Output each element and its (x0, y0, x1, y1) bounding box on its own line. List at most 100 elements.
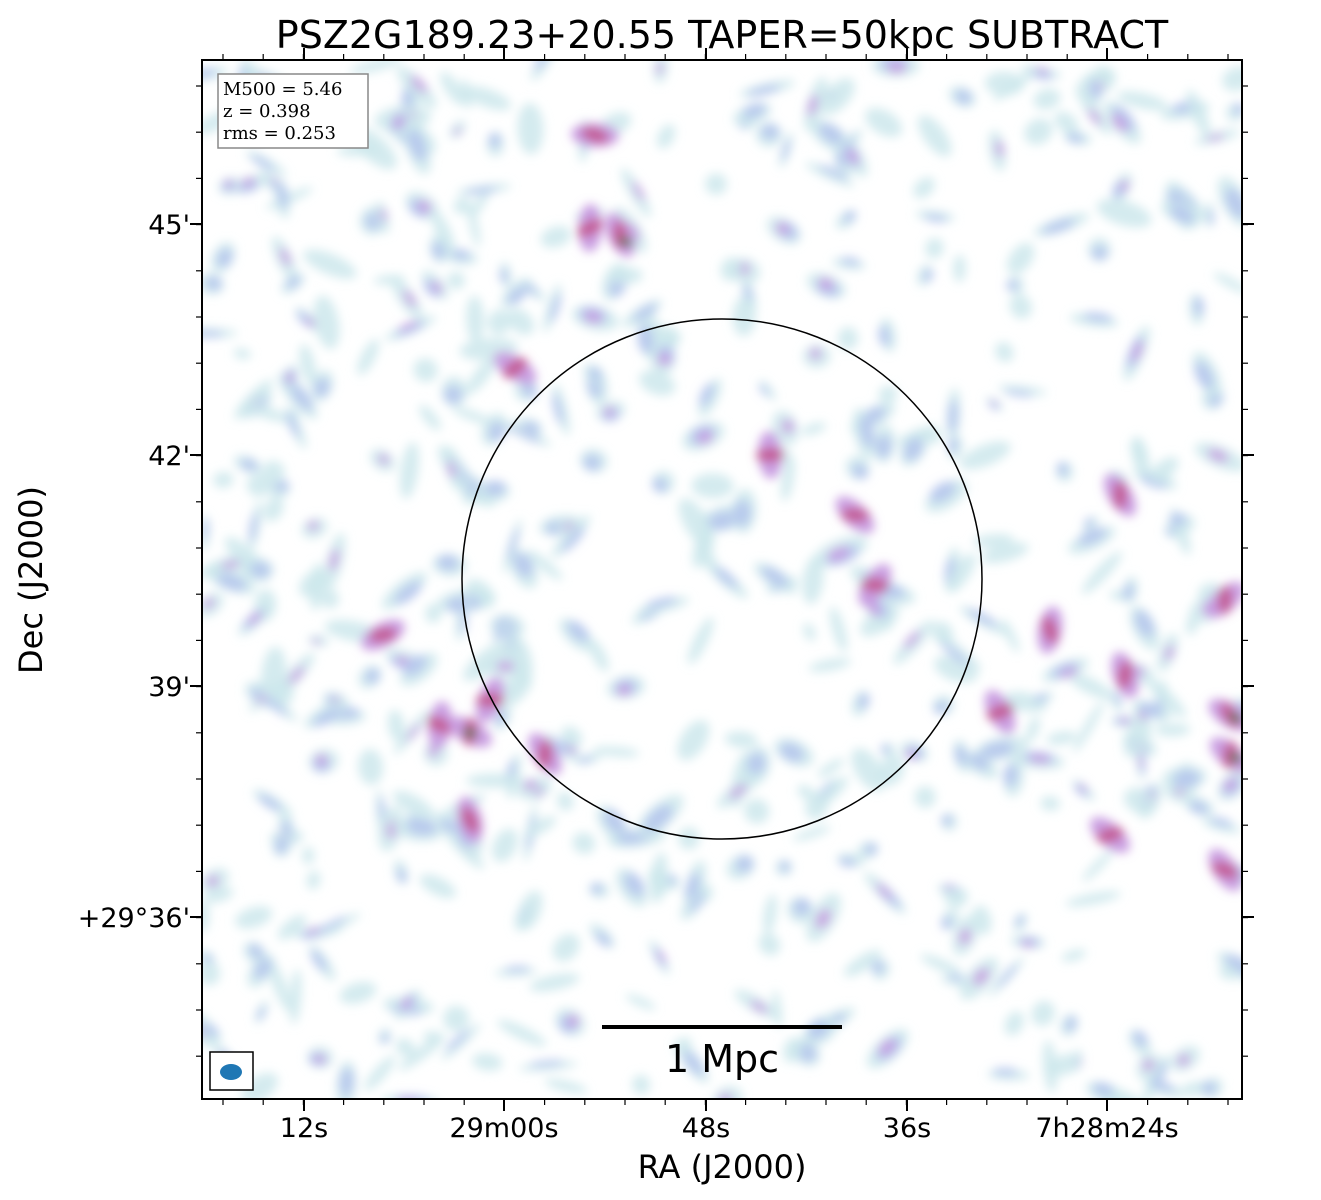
emission-blob (903, 630, 921, 649)
emission-blob (313, 295, 340, 350)
emission-blob (1145, 676, 1187, 718)
emission-blob (250, 155, 275, 171)
emission-blob (441, 1023, 481, 1060)
emission-blob (561, 726, 583, 748)
emission-blob (1211, 861, 1239, 879)
emission-blob (1006, 279, 1018, 291)
emission-blob (990, 400, 998, 406)
emission-blob (285, 371, 294, 384)
emission-blob (1117, 91, 1168, 111)
emission-blob (1081, 551, 1122, 595)
emission-blob (400, 997, 413, 1010)
emission-blob (818, 123, 845, 145)
emission-blob (285, 275, 301, 289)
emission-blob (923, 268, 934, 283)
emission-blob (947, 438, 958, 453)
emission-blob (712, 565, 738, 588)
info-m500: M500 = 5.46 (223, 79, 342, 100)
emission-blob (540, 226, 572, 248)
emission-blob (426, 716, 454, 734)
emission-blob (1046, 731, 1077, 745)
emission-blob (632, 1074, 651, 1095)
emission-blob (1033, 88, 1061, 110)
emission-blob (202, 68, 217, 78)
emission-blob (1130, 437, 1147, 464)
emission-blob (1169, 512, 1187, 527)
emission-blob (408, 129, 427, 162)
emission-blob (419, 874, 456, 899)
emission-blob (779, 860, 790, 873)
emission-blob (993, 68, 1040, 102)
emission-blob (839, 857, 856, 868)
emission-blob (805, 162, 855, 187)
emission-blob (504, 965, 530, 972)
emission-blob (423, 279, 440, 298)
emission-blob (756, 447, 784, 463)
emission-blob (878, 1039, 896, 1056)
emission-blob (1042, 218, 1076, 234)
emission-blob (417, 200, 432, 213)
emission-blob (871, 960, 884, 974)
emission-blob (567, 620, 590, 642)
emission-blob (995, 140, 1004, 158)
emission-blob (454, 127, 462, 136)
emission-blob (248, 944, 264, 959)
y-tick-label-36: +29°36' (78, 903, 190, 934)
emission-blob (349, 60, 402, 74)
emission-blob (940, 916, 953, 930)
emission-blob (459, 79, 473, 109)
emission-blob (687, 617, 714, 665)
emission-blob (431, 211, 456, 254)
emission-blob (240, 177, 256, 187)
emission-blob (934, 631, 982, 671)
emission-blob (1117, 661, 1133, 689)
emission-blob (818, 776, 849, 807)
emission-blob (953, 254, 966, 283)
emission-blob (1028, 754, 1051, 764)
emission-blob (583, 310, 603, 324)
emission-blob (1208, 209, 1215, 226)
emission-blob (763, 894, 777, 935)
emission-blob (339, 981, 377, 1004)
emission-blob (1142, 1059, 1155, 1071)
emission-blob (522, 382, 538, 398)
emission-blob (517, 103, 544, 155)
emission-blob (1082, 850, 1113, 882)
emission-blob (1123, 583, 1134, 601)
emission-blob (1229, 753, 1242, 763)
emission-blob (905, 749, 918, 760)
emission-blob (250, 561, 271, 579)
emission-blob (861, 577, 889, 593)
emission-blob (441, 818, 456, 833)
emission-blob (1123, 787, 1156, 814)
emission-blob (205, 275, 222, 291)
emission-blob (506, 684, 520, 699)
emission-blob (988, 402, 1000, 411)
emission-blob (315, 754, 328, 766)
emission-blob (616, 684, 632, 696)
emission-blob (793, 898, 811, 916)
emission-blob (779, 742, 804, 762)
y-tick-label-39: 39' (148, 672, 190, 703)
emission-blob (1042, 616, 1058, 644)
emission-blob (972, 533, 1014, 548)
emission-blob (443, 1005, 470, 1032)
emission-blob (216, 248, 233, 268)
emission-blob (572, 832, 596, 854)
emission-blob (517, 890, 543, 931)
emission-blob (590, 882, 603, 894)
emission-blob (203, 597, 215, 609)
emission-blob (593, 746, 640, 758)
emission-blob (682, 1049, 704, 1076)
emission-blob (747, 85, 781, 97)
emission-blob (967, 608, 998, 627)
emission-blob (1173, 769, 1200, 788)
emission-blob (1065, 1016, 1077, 1032)
emission-blob (1223, 777, 1237, 792)
emission-blob (996, 963, 1018, 988)
emission-blob (492, 828, 518, 862)
emission-blob (507, 286, 527, 305)
emission-blob (556, 791, 574, 811)
emission-blob (289, 969, 302, 1025)
emission-blob (234, 379, 273, 420)
